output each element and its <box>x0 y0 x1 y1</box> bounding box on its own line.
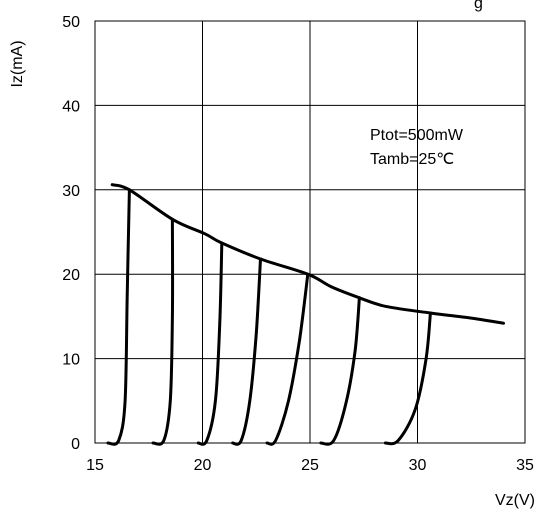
grid <box>95 21 525 443</box>
x-tick-label: 35 <box>516 457 534 474</box>
x-tick-label: 25 <box>301 457 319 474</box>
y-axis-label: Iz(mA) <box>9 40 26 87</box>
zener-curve-1 <box>106 188 131 446</box>
zener-curve-4 <box>231 257 262 446</box>
power-limit-curve <box>110 183 505 325</box>
x-tick-label: 15 <box>86 457 104 474</box>
y-tick-label: 20 <box>62 267 80 284</box>
y-tick-labels: 0 10 20 30 40 50 <box>62 14 80 453</box>
y-tick-label: 10 <box>62 352 80 369</box>
annotation-power: Ptot=500mW <box>370 127 464 144</box>
partial-top-text: g <box>474 0 483 12</box>
zener-curve-6 <box>319 296 361 446</box>
y-tick-label: 40 <box>62 98 80 115</box>
annotation-temperature: Tamb=25℃ <box>370 151 454 168</box>
zener-curve-3 <box>196 241 224 446</box>
x-tick-label: 20 <box>194 457 212 474</box>
plot-frame <box>94 20 526 444</box>
zener-curve-2 <box>151 217 175 446</box>
x-tick-label: 30 <box>409 457 427 474</box>
x-tick-labels: 15 20 25 30 35 <box>86 457 534 474</box>
y-tick-label: 0 <box>71 436 80 453</box>
zener-curve-5 <box>265 272 310 446</box>
y-tick-label: 30 <box>62 183 80 200</box>
y-tick-label: 50 <box>62 14 80 31</box>
zener-curve-7 <box>383 311 432 446</box>
series-lines <box>106 183 505 446</box>
x-axis-label: Vz(V) <box>495 492 535 509</box>
